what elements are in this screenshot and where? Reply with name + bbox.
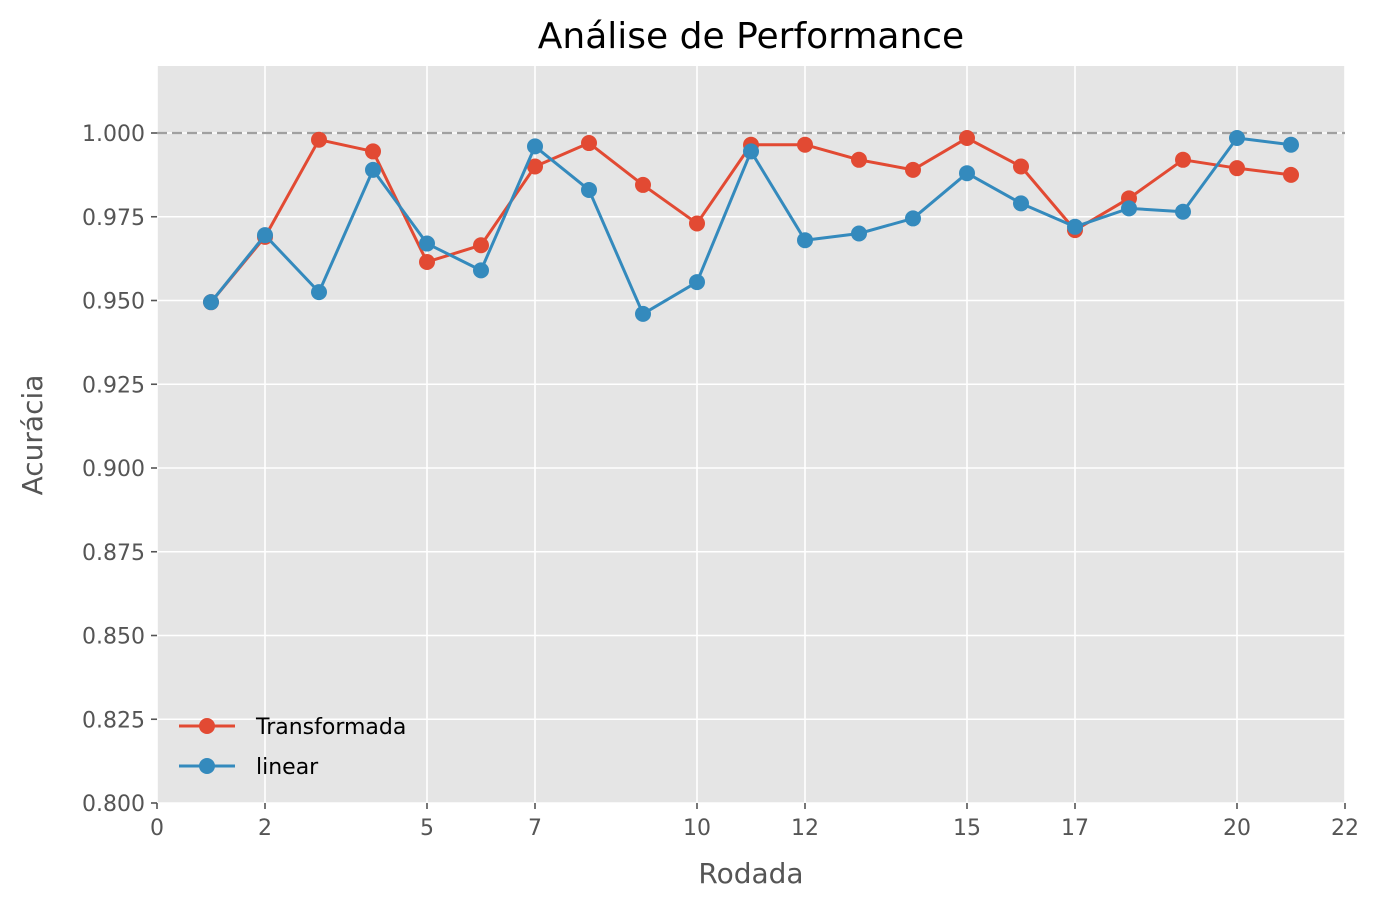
data-point (581, 181, 597, 198)
data-point (473, 262, 489, 279)
data-point (959, 130, 975, 147)
data-point (959, 165, 975, 182)
data-point (689, 274, 705, 291)
y-tick-label: 0.925 (82, 373, 145, 398)
legend-item: Transformada (179, 715, 406, 740)
data-point (203, 294, 219, 311)
data-point (473, 237, 489, 254)
y-tick-label: 0.900 (82, 457, 145, 482)
data-point (851, 151, 867, 168)
y-tick-label: 0.825 (82, 708, 145, 733)
legend-label: linear (256, 755, 319, 780)
data-point (419, 235, 435, 252)
y-tick-label: 0.850 (82, 625, 145, 650)
x-tick-label: 0 (150, 816, 164, 841)
x-tick-label: 17 (1061, 816, 1089, 841)
x-tick-label: 5 (420, 816, 434, 841)
legend-marker (199, 758, 215, 774)
data-point (1013, 158, 1029, 175)
data-point (851, 225, 867, 242)
x-tick-label: 15 (953, 816, 981, 841)
data-point (527, 138, 543, 155)
chart-title: Análise de Performance (538, 16, 964, 57)
y-tick-labels: 0.800 0.825 0.850 0.875 0.900 0.925 0.950 0.975… (82, 122, 157, 817)
data-point (1067, 218, 1083, 235)
legend-item: linear (179, 755, 319, 780)
data-point (257, 227, 273, 244)
series-group (203, 130, 1299, 322)
y-tick-label: 0.950 (82, 290, 145, 315)
x-tick-label: 7 (528, 816, 542, 841)
legend-marker (199, 718, 215, 734)
data-point (905, 210, 921, 227)
data-point (905, 161, 921, 178)
x-tick-label: 20 (1223, 816, 1251, 841)
data-point (1013, 195, 1029, 212)
y-tick-label: 0.800 (82, 792, 145, 817)
x-tick-label: 10 (683, 816, 711, 841)
data-point (1175, 203, 1191, 220)
data-point (1229, 160, 1245, 177)
data-point (1121, 200, 1137, 217)
data-point (635, 176, 651, 193)
data-point (311, 131, 327, 148)
data-point (527, 158, 543, 175)
x-tick-label: 22 (1331, 816, 1359, 841)
x-tick-label: 2 (258, 816, 272, 841)
data-point (635, 305, 651, 322)
y-tick-label: 0.875 (82, 541, 145, 566)
data-point (1175, 151, 1191, 168)
data-point (365, 161, 381, 178)
x-axis-label: Rodada (698, 857, 803, 890)
data-point (689, 215, 705, 232)
data-point (365, 143, 381, 160)
series-linear (203, 130, 1299, 322)
plot-area (157, 66, 1345, 803)
legend-label: Transformada (255, 715, 406, 740)
y-tick-label: 1.000 (82, 122, 145, 147)
legend: Transformada linear (179, 715, 406, 780)
grid (156, 66, 1346, 804)
data-point (797, 136, 813, 153)
data-point (311, 284, 327, 301)
x-tick-label: 12 (791, 816, 819, 841)
data-point (1283, 136, 1299, 153)
data-point (1283, 166, 1299, 183)
y-tick-label: 0.975 (82, 206, 145, 231)
data-point (1229, 130, 1245, 147)
data-point (581, 135, 597, 152)
data-point (419, 253, 435, 270)
data-point (797, 232, 813, 249)
y-axis-label: Acurácia (16, 375, 49, 496)
data-point (743, 143, 759, 160)
x-tick-labels: 0 2 5 7 10 12 15 17 20 22 (150, 803, 1359, 841)
